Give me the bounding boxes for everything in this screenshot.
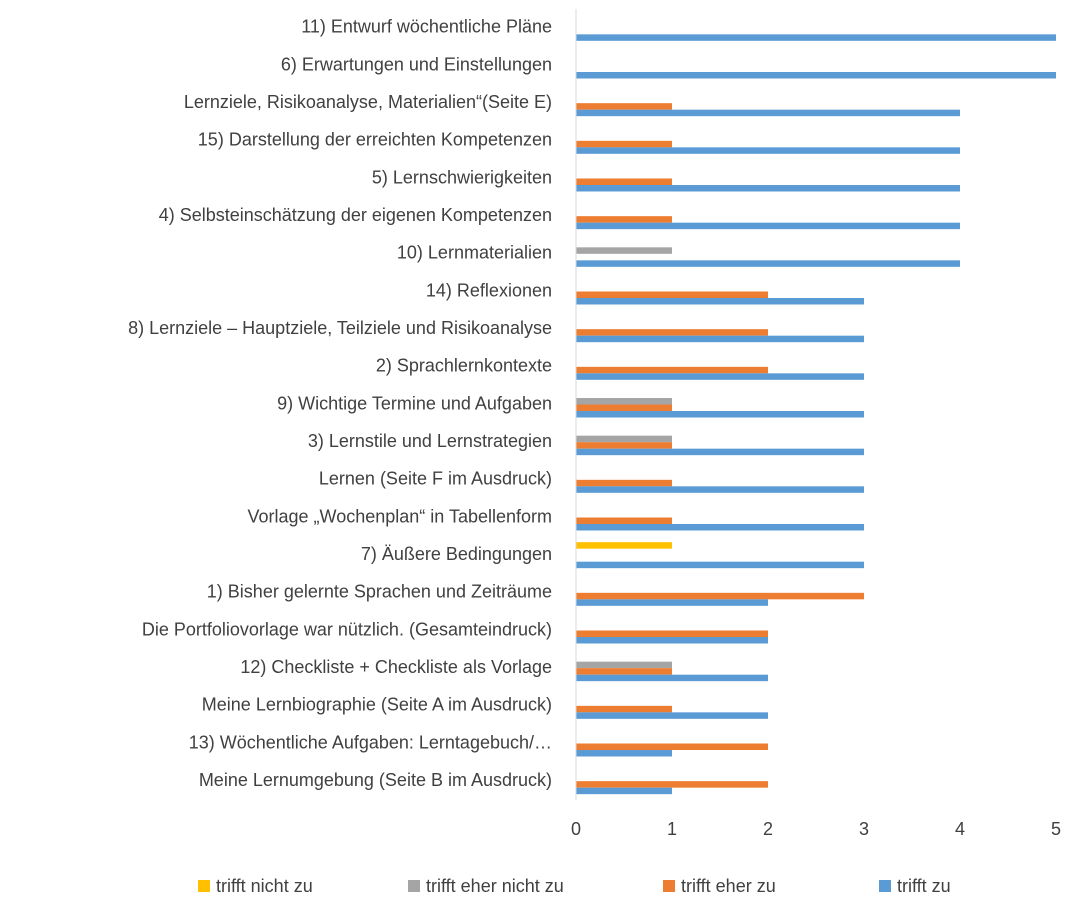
bar — [576, 216, 672, 223]
bar — [576, 674, 768, 682]
bar — [576, 411, 864, 418]
legend-label: trifft nicht zu — [216, 876, 313, 896]
bar — [576, 524, 864, 531]
y-tick-label: 1) Bisher gelernte Sprachen und Zeiträum… — [207, 582, 552, 602]
bar — [576, 140, 672, 148]
x-tick-label: 5 — [1051, 819, 1061, 839]
bar — [576, 72, 1056, 79]
y-tick-label: 11) Entwurf wöchentliche Pläne — [301, 17, 552, 37]
bar — [576, 247, 672, 254]
bar — [576, 185, 960, 192]
bar — [576, 668, 672, 675]
bar — [576, 561, 864, 569]
bar — [576, 373, 864, 380]
bar — [576, 398, 672, 405]
bar — [576, 750, 672, 757]
y-tick-label: Die Portfoliovorlage war nützlich. (Gesa… — [142, 619, 552, 639]
bar — [576, 222, 960, 230]
legend-swatch — [198, 880, 210, 892]
bar — [576, 34, 1056, 41]
x-tick-label: 2 — [763, 819, 773, 839]
legend-swatch — [663, 880, 675, 892]
bar — [576, 486, 864, 493]
bar — [576, 781, 768, 788]
bar — [576, 442, 672, 449]
legend-label: trifft eher zu — [681, 876, 776, 896]
y-tick-label: 15) Darstellung der erreichten Kompetenz… — [198, 130, 552, 150]
y-tick-label: Lernen (Seite F im Ausdruck) — [319, 469, 552, 489]
bar — [576, 366, 768, 374]
bar — [576, 448, 864, 456]
y-tick-label: 6) Erwartungen und Einstellungen — [281, 54, 552, 74]
bar — [576, 542, 672, 549]
bar — [576, 517, 672, 524]
y-tick-label: Vorlage „Wochenplan“ in Tabellenform — [247, 506, 552, 526]
legend-swatch — [879, 880, 891, 892]
bar — [576, 178, 672, 185]
bar — [576, 435, 672, 443]
y-tick-label: 3) Lernstile und Lernstrategien — [308, 431, 552, 451]
legend-label: trifft eher nicht zu — [426, 876, 564, 896]
bar — [576, 109, 960, 117]
y-tick-label: 10) Lernmaterialien — [397, 243, 552, 263]
y-tick-label: 14) Reflexionen — [426, 280, 552, 300]
y-tick-label: 8) Lernziele – Hauptziele, Teilziele und… — [128, 318, 552, 338]
y-tick-label: 4) Selbsteinschätzung der eigenen Kompet… — [159, 205, 552, 225]
y-tick-label: Lernziele, Risikoanalyse, Materialien“(S… — [184, 92, 552, 112]
bar — [576, 291, 768, 298]
x-tick-label: 4 — [955, 819, 965, 839]
legend-swatch — [408, 880, 420, 892]
y-tick-label: 9) Wichtige Termine und Aufgaben — [277, 393, 552, 413]
y-tick-label: 7) Äußere Bedingungen — [361, 544, 552, 564]
bar — [576, 479, 672, 487]
bar — [576, 787, 672, 795]
y-tick-label: 5) Lernschwierigkeiten — [372, 167, 552, 187]
y-tick-label: 13) Wöchentliche Aufgaben: Lerntagebuch/… — [189, 732, 552, 752]
legend-label: trifft zu — [897, 876, 951, 896]
bar — [576, 147, 960, 154]
bar — [576, 743, 768, 750]
bar — [576, 335, 864, 343]
bar — [576, 260, 960, 267]
bar — [576, 705, 672, 713]
y-tick-label: 2) Sprachlernkontexte — [376, 356, 552, 376]
x-tick-label: 3 — [859, 819, 869, 839]
bar — [576, 329, 768, 336]
bar — [576, 637, 768, 644]
y-tick-label: Meine Lernumgebung (Seite B im Ausdruck) — [199, 770, 552, 790]
bar — [576, 599, 768, 606]
x-tick-label: 0 — [571, 819, 581, 839]
y-tick-label: 12) Checkliste + Checkliste als Vorlage — [240, 657, 552, 677]
x-tick-label: 1 — [667, 819, 677, 839]
bar — [576, 592, 864, 600]
bar — [576, 404, 672, 411]
bar — [576, 103, 672, 110]
bar — [576, 298, 864, 305]
bar — [576, 661, 672, 669]
y-tick-label: Meine Lernbiographie (Seite A im Ausdruc… — [202, 695, 552, 715]
bar — [576, 630, 768, 637]
bar — [576, 712, 768, 719]
